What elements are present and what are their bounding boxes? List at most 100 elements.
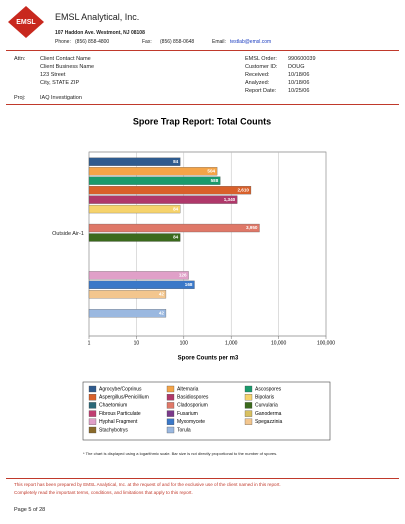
legend-label: Cladosporium — [177, 403, 208, 409]
client-line: City, STATE ZIP — [40, 80, 80, 86]
bar-label: 84 — [173, 159, 179, 164]
legend-label: Curvularia — [255, 403, 278, 409]
client-line: 123 Street — [40, 72, 66, 78]
email[interactable]: testlab@emsl.com — [230, 39, 272, 45]
bar-label: 42 — [159, 292, 165, 297]
legend-label: Torula — [177, 427, 191, 433]
legend-label: Ascospores — [255, 386, 282, 392]
phone: (856) 858-4800 — [75, 39, 110, 45]
attn-label: Attn: — [14, 56, 26, 62]
phone-label: Phone: — [55, 39, 71, 45]
legend-label: Fusarium — [177, 411, 198, 417]
order-label: Analyzed: — [245, 80, 270, 86]
bar — [88, 233, 181, 242]
legend-frame — [82, 381, 331, 441]
order-label: Report Date: — [245, 88, 277, 94]
bar — [88, 186, 252, 195]
legend-swatch — [88, 426, 97, 434]
rule — [6, 104, 399, 105]
chart-note: * The chart is displayed using a logarit… — [83, 451, 278, 456]
bar — [88, 167, 218, 176]
order-value: DOUG — [288, 64, 305, 70]
bar-label: 3,950 — [246, 225, 258, 230]
order-label: Customer ID: — [245, 64, 278, 70]
legend-label: Hyphal Fragment — [99, 419, 138, 425]
x-axis-label: Spore Counts per m3 — [178, 356, 239, 362]
legend-swatch — [166, 426, 175, 434]
bar — [88, 280, 195, 289]
order-label: Received: — [245, 72, 270, 78]
bar-label: 2,610 — [237, 187, 249, 192]
fax-label: Fax: — [142, 39, 152, 45]
legend-swatch — [166, 394, 175, 401]
legend-swatch — [244, 385, 253, 393]
logo-shape — [8, 6, 44, 38]
order-value: 10/25/06 — [288, 88, 310, 94]
order-value: 10/18/06 — [288, 72, 310, 78]
bar-label: 504 — [207, 168, 215, 173]
fax: (856) 858-0648 — [160, 39, 195, 45]
legend-label: Aspergillus/Penicillium — [99, 395, 149, 401]
legend-swatch — [166, 418, 175, 425]
legend-label: Alternaria — [177, 386, 199, 392]
bar — [88, 195, 238, 204]
x-tick-label: 100 — [180, 340, 189, 346]
legend-swatch — [166, 410, 175, 417]
proj: IAQ Investigation — [40, 95, 82, 101]
rule — [6, 478, 399, 479]
bar — [88, 290, 167, 299]
legend-swatch — [166, 402, 175, 409]
bar — [88, 271, 189, 280]
order-value: 10/18/06 — [288, 80, 310, 86]
order-value: 990600039 — [288, 56, 316, 62]
x-tick-label: 100,000 — [317, 340, 335, 346]
bar — [88, 157, 181, 166]
legend-swatch — [244, 418, 253, 425]
legend-swatch — [88, 402, 97, 409]
legend-label: Stachybotrys — [99, 427, 128, 433]
bar-label: 588 — [211, 178, 219, 183]
legend-label: Fibrous Particulate — [99, 411, 141, 417]
client-line: Client Business Name — [40, 64, 95, 70]
x-tick-label: 1 — [88, 340, 91, 346]
legend-swatch — [88, 385, 97, 393]
legend-label: Spegazzinia — [255, 419, 282, 425]
legend-label: Bipolaris — [255, 395, 275, 401]
legend-label: Ganoderma — [255, 411, 282, 417]
bar-label: 168 — [185, 282, 193, 287]
legend-swatch — [244, 402, 253, 409]
disclaimer: This report has been prepared by EMSL An… — [14, 482, 281, 487]
proj-label: Proj: — [14, 95, 26, 101]
disclaimer: Completely read the important terms, con… — [14, 490, 193, 495]
category-label: Outside Air-1 — [52, 231, 84, 237]
legend-label: Myxomycete — [177, 419, 205, 425]
legend-swatch — [88, 418, 97, 425]
bar-label: 84 — [173, 206, 179, 211]
chart-title: Spore Trap Report: Total Counts — [133, 116, 271, 126]
address: 107 Haddon Ave. Westmont, NJ 08108 — [55, 30, 145, 36]
bar — [88, 204, 181, 214]
bar-label: 42 — [159, 310, 165, 315]
order-label: EMSL Order: — [245, 56, 277, 62]
legend-swatch — [166, 385, 175, 393]
x-tick-label: 10,000 — [271, 340, 287, 346]
legend-swatch — [244, 394, 253, 401]
x-tick-label: 10 — [134, 340, 140, 346]
logo-text: EMSL — [16, 19, 36, 26]
x-tick-label: 1,000 — [225, 340, 238, 346]
bar-label: 84 — [173, 235, 179, 240]
legend-swatch — [88, 410, 97, 417]
legend-label: Agrocybe/Coprinus — [99, 386, 142, 392]
company-name: EMSL Analytical, Inc. — [55, 12, 140, 22]
legend-label: Basidiospores — [177, 395, 209, 401]
page-number: Page 5 of 28 — [14, 507, 46, 513]
email-label: Email: — [212, 39, 226, 45]
client-line: Client Contact Name — [40, 56, 91, 62]
bar — [88, 223, 260, 233]
legend-label: Chaetomium — [99, 403, 127, 409]
bar-label: 1,340 — [224, 197, 236, 202]
bar — [88, 309, 167, 318]
legend-swatch — [244, 410, 253, 417]
